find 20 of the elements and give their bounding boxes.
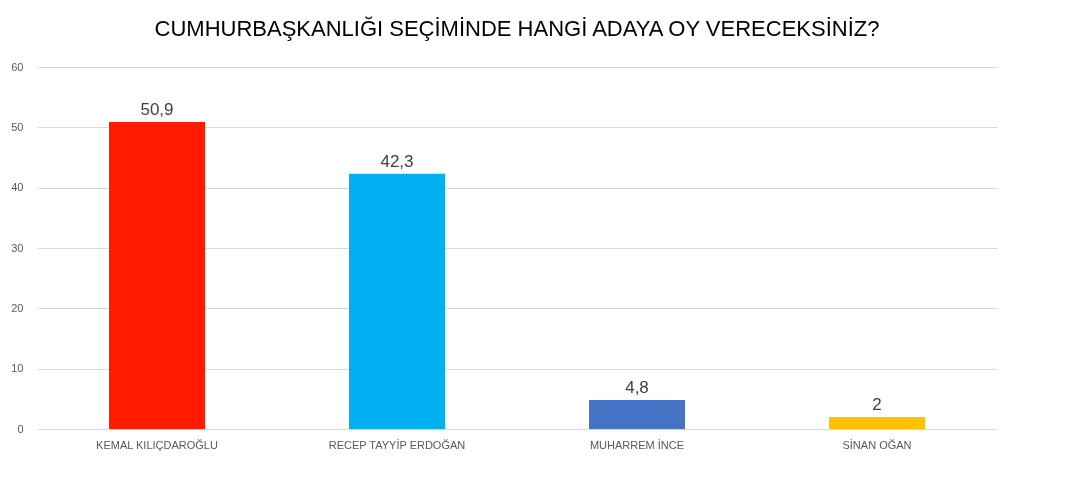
x-tick-label: RECEP TAYYİP ERDOĞAN [328,438,466,451]
data-label: 4,8 [625,378,649,398]
y-tick-label: 20 [11,301,24,314]
y-tick-label: 40 [11,181,24,194]
data-label: 2 [872,394,882,414]
y-tick-label: 50 [11,120,24,133]
data-label: 42,3 [380,151,414,171]
chart-title: CUMHURBAŞKANLIĞI SEÇİMİNDE HANGİ ADAYA OY VERECEKSİNİZ? [154,16,880,41]
bar [349,173,445,429]
bar [589,400,685,429]
x-tick-label: SİNAN OĞAN [842,438,912,451]
bar [829,416,925,429]
data-label: 50,9 [140,99,174,119]
y-tick-label: 30 [11,241,24,254]
y-tick-label: 60 [11,60,24,73]
y-tick-label: 0 [17,422,24,435]
x-tick-label: KEMAL KILIÇDAROĞLU [96,438,218,451]
bar [109,121,205,429]
y-tick-label: 10 [11,362,24,375]
x-tick-label: MUHARREM İNCE [589,438,685,451]
